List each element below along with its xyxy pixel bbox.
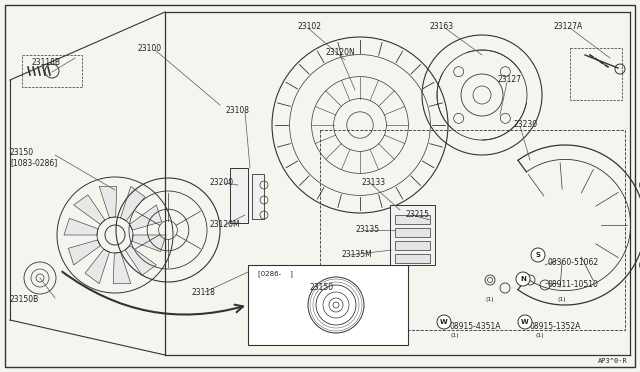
Text: 23102: 23102 bbox=[298, 22, 322, 31]
Text: (1): (1) bbox=[557, 297, 566, 302]
Text: [1083-0286]: [1083-0286] bbox=[10, 158, 57, 167]
Bar bbox=[230, 168, 248, 223]
Text: 23200: 23200 bbox=[210, 178, 234, 187]
Text: 23133: 23133 bbox=[362, 178, 386, 187]
Text: 23118B: 23118B bbox=[32, 58, 61, 67]
Circle shape bbox=[516, 272, 530, 286]
Circle shape bbox=[437, 315, 451, 329]
Text: 23120M: 23120M bbox=[210, 220, 241, 229]
Bar bbox=[252, 174, 264, 219]
Text: 23127: 23127 bbox=[497, 75, 521, 84]
Bar bbox=[395, 215, 430, 224]
Text: 23150: 23150 bbox=[10, 148, 34, 157]
Text: 08915-1352A: 08915-1352A bbox=[530, 322, 581, 331]
Bar bbox=[390, 205, 435, 265]
Text: 23150B: 23150B bbox=[10, 295, 39, 304]
Bar bbox=[395, 241, 430, 250]
Text: 23230: 23230 bbox=[514, 120, 538, 129]
Bar bbox=[395, 228, 430, 237]
Polygon shape bbox=[113, 252, 131, 283]
Text: 23118: 23118 bbox=[192, 288, 216, 297]
Bar bbox=[22, 55, 82, 87]
Polygon shape bbox=[132, 235, 166, 251]
Text: (1): (1) bbox=[536, 333, 544, 338]
Polygon shape bbox=[120, 186, 145, 221]
Polygon shape bbox=[74, 195, 105, 224]
Polygon shape bbox=[85, 249, 109, 283]
Polygon shape bbox=[129, 205, 162, 230]
Text: 23215: 23215 bbox=[405, 210, 429, 219]
Bar bbox=[320, 130, 625, 330]
Text: 23163: 23163 bbox=[430, 22, 454, 31]
Text: S: S bbox=[536, 252, 541, 258]
Polygon shape bbox=[125, 246, 156, 275]
Text: 08911-10510: 08911-10510 bbox=[548, 280, 599, 289]
Bar bbox=[570, 48, 622, 100]
Circle shape bbox=[531, 248, 545, 262]
Text: (1): (1) bbox=[486, 297, 494, 302]
Bar bbox=[395, 254, 430, 263]
Text: (1): (1) bbox=[451, 333, 460, 338]
Text: 23100: 23100 bbox=[138, 44, 162, 53]
Text: [0286-    ]: [0286- ] bbox=[258, 270, 293, 277]
Text: W: W bbox=[440, 319, 448, 325]
Circle shape bbox=[518, 315, 532, 329]
Text: 23135M: 23135M bbox=[342, 250, 372, 259]
Polygon shape bbox=[68, 240, 100, 265]
Text: 23150: 23150 bbox=[310, 283, 334, 292]
Text: 23135: 23135 bbox=[355, 225, 379, 234]
Polygon shape bbox=[99, 186, 116, 218]
Text: W: W bbox=[521, 319, 529, 325]
Text: 23127A: 23127A bbox=[554, 22, 583, 31]
Text: 23120N: 23120N bbox=[326, 48, 356, 57]
Text: 08915-4351A: 08915-4351A bbox=[450, 322, 502, 331]
Text: 23108: 23108 bbox=[225, 106, 249, 115]
Bar bbox=[248, 265, 408, 345]
Polygon shape bbox=[64, 218, 98, 235]
Text: 08360-51062: 08360-51062 bbox=[548, 258, 599, 267]
Text: AP3^0·R: AP3^0·R bbox=[598, 358, 628, 364]
Text: N: N bbox=[520, 276, 526, 282]
